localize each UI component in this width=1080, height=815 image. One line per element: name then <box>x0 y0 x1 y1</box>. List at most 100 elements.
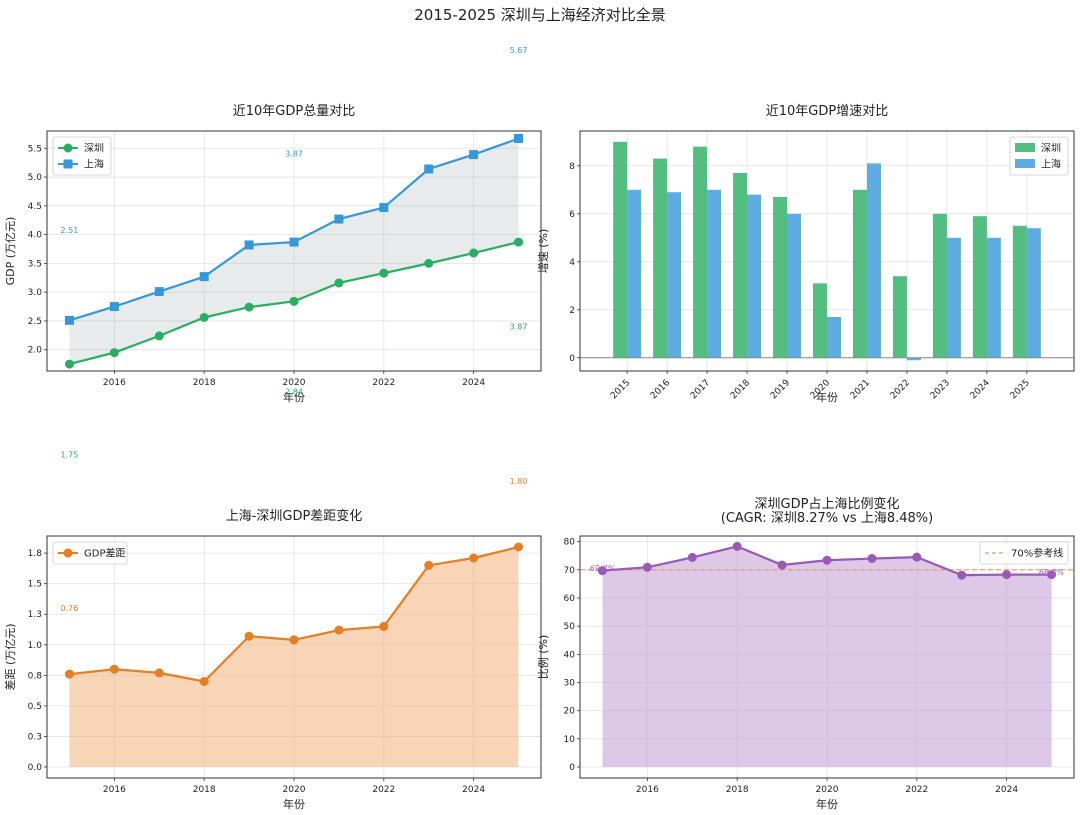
data-point <box>199 312 209 322</box>
x-tick-label: 2024 <box>462 378 485 388</box>
y-tick-label: 4 <box>569 258 575 268</box>
x-tick-label: 2020 <box>283 378 306 388</box>
data-point <box>1002 570 1012 580</box>
bar-shenzhen <box>693 146 708 358</box>
legend-marker <box>63 548 73 558</box>
x-tick-label: 2025 <box>1009 378 1032 401</box>
x-tick-label: 2020 <box>283 785 306 795</box>
bar-shanghai <box>827 317 841 358</box>
y-tick-label: 1.3 <box>28 610 42 620</box>
y-tick-label: 2.0 <box>28 346 43 356</box>
panel-subtitle: (CAGR: 深圳8.27% vs 上海8.48%) <box>721 511 933 526</box>
data-point <box>289 296 299 306</box>
data-point <box>64 669 74 679</box>
figure-title: 2015-2025 深圳与上海经济对比全景 <box>414 6 666 24</box>
data-point <box>822 555 832 565</box>
bar-shenzhen <box>1012 225 1027 358</box>
panel-gdp-ratio: 0 10 20 30 40 50 60 70 80 2016 2018 2020 2022 2024 深圳G… <box>536 496 1075 811</box>
y-tick-label: 4.5 <box>28 202 42 212</box>
data-point <box>642 562 652 572</box>
bar-shenzhen <box>733 173 748 358</box>
x-tick-label: 2018 <box>193 378 216 388</box>
data-point <box>199 676 209 686</box>
x-tick-label: 2018 <box>726 785 749 795</box>
data-point <box>199 272 209 282</box>
y-tick-label: 80 <box>564 538 576 548</box>
gap-area-fill <box>69 547 519 767</box>
bar-shenzhen <box>972 216 987 358</box>
y-axis-label: 比例 (%) <box>536 635 550 680</box>
data-point <box>334 625 344 635</box>
bar-shanghai <box>946 237 961 358</box>
data-point <box>469 553 479 563</box>
data-point <box>289 237 299 247</box>
legend-label: 深圳 <box>84 143 104 155</box>
x-tick-label: 2024 <box>969 378 992 401</box>
x-tick-label: 2022 <box>905 785 928 795</box>
data-point <box>154 331 164 341</box>
x-tick-label: 2018 <box>729 378 752 401</box>
x-axis-label: 年份 <box>283 797 305 811</box>
bar-shanghai <box>986 237 1001 358</box>
x-tick-label: 2020 <box>816 785 839 795</box>
y-tick-label: 20 <box>564 707 576 717</box>
x-tick-label: 2022 <box>372 785 395 795</box>
x-axis-label: 年份 <box>283 390 305 404</box>
bar-shenzhen <box>852 189 867 358</box>
x-tick-label: 2016 <box>636 785 659 795</box>
bar-shenzhen <box>892 276 907 358</box>
value-annotation: 5.67 <box>510 46 528 55</box>
data-point <box>109 664 119 674</box>
y-tick-label: 0 <box>569 763 575 773</box>
x-tick-label: 2016 <box>649 378 672 401</box>
gap-fill-area <box>69 138 519 365</box>
y-tick-label: 3.0 <box>28 288 43 298</box>
x-axis-label: 年份 <box>816 390 838 404</box>
data-point <box>867 554 877 564</box>
data-point <box>109 302 119 312</box>
bar-shenzhen <box>932 213 947 358</box>
data-point <box>514 237 524 247</box>
legend: GDP差距 <box>52 541 128 565</box>
data-point <box>514 542 524 552</box>
y-tick-label: 40 <box>564 650 576 660</box>
x-tick-label: 2024 <box>995 785 1018 795</box>
data-point <box>1047 570 1057 580</box>
legend-box <box>979 541 1069 565</box>
y-tick-label: 0 <box>569 354 575 364</box>
y-tick-label: 1.5 <box>28 580 42 590</box>
y-tick-label: 30 <box>564 678 576 688</box>
y-axis-label: GDP (万亿元) <box>4 217 17 286</box>
bar-shanghai <box>667 192 682 358</box>
data-point <box>379 621 389 631</box>
data-point <box>469 248 479 258</box>
legend-label: 70%参考线 <box>1011 547 1063 560</box>
value-annotation: 2.51 <box>61 226 79 235</box>
legend-label: GDP差距 <box>84 547 125 560</box>
x-tick-label: 2016 <box>103 785 126 795</box>
y-tick-label: 8 <box>569 162 575 172</box>
x-axis-label: 年份 <box>816 797 838 811</box>
bar-shanghai <box>866 163 881 358</box>
y-tick-label: 0.3 <box>28 732 42 742</box>
x-tick-label: 2022 <box>372 378 395 388</box>
legend-marker <box>63 143 73 153</box>
bar-shanghai <box>747 194 762 358</box>
data-point <box>732 541 742 551</box>
y-tick-label: 70 <box>564 566 576 576</box>
value-annotation: 1.80 <box>510 477 528 486</box>
bar-shanghai <box>707 189 722 358</box>
bar-shanghai <box>627 189 642 358</box>
value-annotation: 3.87 <box>510 323 528 332</box>
data-point <box>379 268 389 278</box>
y-tick-label: 10 <box>564 735 576 745</box>
y-tick-label: 1.8 <box>28 549 43 559</box>
panel-title: 深圳GDP占上海比例变化 <box>755 496 900 512</box>
data-point <box>424 258 434 268</box>
value-annotation: 1.75 <box>61 450 79 459</box>
data-point <box>289 635 299 645</box>
panel-title: 近10年GDP增速对比 <box>766 104 888 119</box>
data-point <box>424 560 434 570</box>
bar-shanghai <box>787 213 802 358</box>
